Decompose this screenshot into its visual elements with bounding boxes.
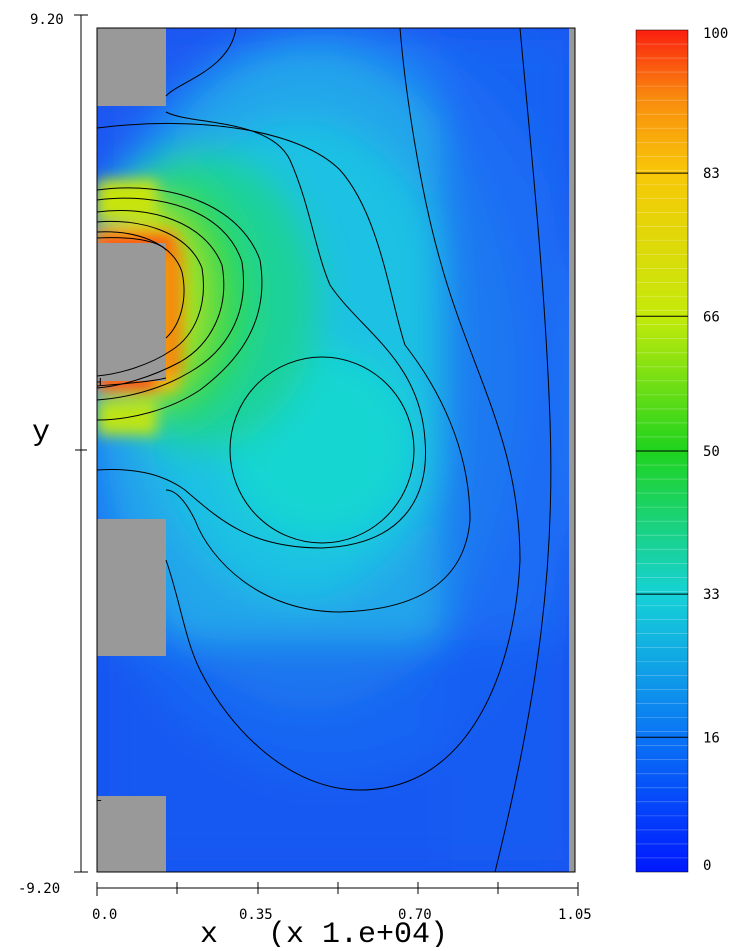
masked-region-right: [569, 28, 575, 872]
y-axis: [74, 14, 88, 873]
plot-area: H L: [95, 28, 575, 872]
masked-region-middle: [97, 243, 166, 381]
colorbar-tick-label: 33: [703, 587, 720, 603]
colorbar-tick-label: 0: [703, 858, 711, 874]
point-label-low: L: [95, 791, 102, 804]
y-tick-top: 9.20: [30, 12, 64, 28]
contour-line: [97, 231, 185, 339]
x-axis: [96, 882, 579, 896]
point-label-high: H: [95, 376, 102, 389]
colorbar-tick-label: 100: [703, 26, 728, 42]
colorbar-tick-label: 50: [703, 444, 720, 460]
contour-line: [97, 187, 263, 421]
contour-line: [97, 220, 204, 377]
contour-line: [165, 28, 521, 791]
x-tick-label: 0.0: [92, 907, 117, 923]
x-axis-label: x: [200, 918, 218, 947]
contour-line: [494, 28, 552, 872]
x-tick-label: 0.70: [398, 907, 432, 923]
contour-line: [97, 111, 427, 549]
masked-region-lower: [97, 519, 166, 656]
contour-line: [97, 122, 471, 613]
contour-line: [97, 377, 167, 387]
colorbar-tick-label: 66: [703, 309, 720, 325]
x-axis-multiplier: (x 1.e+04): [268, 918, 448, 947]
colorbar: [635, 29, 689, 873]
plot-frame: [96, 27, 576, 873]
contour-lines: [97, 28, 552, 872]
contour-line: [97, 197, 244, 401]
colorbar-tick-label: 83: [703, 166, 720, 182]
contour-line: [97, 237, 167, 251]
x-tick-label: 1.05: [558, 907, 592, 923]
masked-region-bottom: [97, 796, 166, 872]
contour-line: [229, 356, 415, 544]
colorbar-tick-label: 16: [703, 730, 720, 746]
masked-region-top: [97, 28, 166, 106]
y-tick-bottom: -9.20: [18, 881, 60, 897]
y-axis-label: y: [32, 416, 50, 450]
x-tick-label: 0.35: [239, 907, 273, 923]
contour-line: [97, 209, 225, 389]
contour-line: [165, 28, 237, 97]
